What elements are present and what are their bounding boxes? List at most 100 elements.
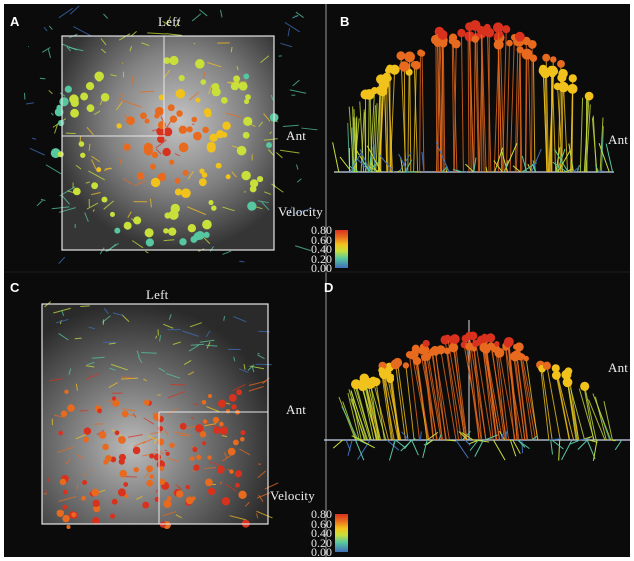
panel-a-streamline <box>85 181 90 184</box>
panel-d-short-vector <box>474 439 490 443</box>
panel-b-short-vector <box>500 149 509 173</box>
panel-b-velocity-head <box>502 25 511 34</box>
panel-a-streamline <box>139 90 155 93</box>
panel-d-short-vector <box>455 439 469 459</box>
panel-b-short-vector <box>557 150 571 173</box>
panel-a-velocity-head <box>174 188 182 196</box>
panel-c-velocity-head <box>71 512 77 518</box>
panel-a-velocity-head <box>236 145 247 156</box>
panel-b-velocity-head <box>389 64 400 75</box>
panel-b-velocity-head <box>376 74 386 85</box>
panel-c-streamline <box>158 367 166 373</box>
panel-a-streamline <box>167 16 172 23</box>
panel-b-velocity-head <box>527 40 537 49</box>
panel-a-streamline <box>73 26 92 37</box>
panel-b-short-vector <box>598 170 603 173</box>
panel-c-velocity-title: Velocity <box>270 488 315 503</box>
panel-c-velocity-head <box>112 399 120 407</box>
panel-b-short-vector <box>398 152 412 173</box>
panel-b-short-vector <box>485 166 488 173</box>
panel-b-vector <box>435 38 442 173</box>
panel-a-streamline <box>203 237 211 245</box>
tick-label: 0.80 <box>311 223 332 237</box>
panel-a-streamline <box>103 13 109 19</box>
panel-c-velocity-head <box>149 453 155 459</box>
panel-d-velocity-head <box>471 346 477 352</box>
panel-c-velocity-head <box>199 431 207 438</box>
panel-b-velocity-head <box>542 53 551 62</box>
panel-c-velocity-head <box>104 454 112 462</box>
panel-d-vector <box>569 387 586 441</box>
panel-b-vector <box>442 43 446 173</box>
panel-c-streamline <box>136 350 140 358</box>
panel-a-streamline <box>86 202 99 210</box>
panel-a-velocity-head <box>168 227 177 236</box>
panel-c-velocity-head <box>66 524 71 529</box>
panel-b-vector <box>451 40 455 173</box>
panel-d-vector <box>369 383 387 441</box>
panel-a-streamline <box>284 22 301 33</box>
panel-a-streamline <box>147 32 167 35</box>
panel-a-velocity-head <box>151 151 159 159</box>
panel-c-streamline <box>247 364 255 371</box>
panel-d-short-vector <box>501 433 504 441</box>
panel-d-short-vector <box>531 435 537 441</box>
panel-b-short-vector <box>568 143 574 173</box>
panel-b-vector <box>453 43 457 173</box>
panel-c-streamline <box>58 333 69 341</box>
panel-b-velocity-head <box>514 31 525 42</box>
panel-a-velocity-head <box>200 79 207 85</box>
panel-b-short-vector <box>332 142 340 173</box>
panel-c-velocity-head <box>62 489 68 495</box>
panel-a-velocity-head <box>58 119 65 127</box>
panel-d-vector <box>583 386 594 441</box>
panel-c-streamline <box>155 335 158 339</box>
panel-a-streamline <box>208 84 213 95</box>
panel-d-short-vector <box>493 439 506 461</box>
panel-b-vector <box>599 117 604 173</box>
panel-b-vector <box>585 104 591 173</box>
panel-d-vector <box>555 368 575 441</box>
panel-d-short-vector <box>386 439 400 451</box>
panel-c-streamline <box>59 320 62 325</box>
panel-b-vector <box>419 52 421 173</box>
panel-b-vector <box>413 65 417 173</box>
panel-a-streamline <box>282 124 299 127</box>
panel-a-velocity-head <box>242 131 250 139</box>
panel-d-velocity-head <box>422 352 432 361</box>
panel-d-short-vector <box>521 439 523 454</box>
panel-c-streamline <box>143 378 148 382</box>
panel-d-short-vector <box>464 439 471 446</box>
panel-c-velocity-head <box>191 496 196 501</box>
panel-c-streamline <box>143 417 154 425</box>
panel-a-velocity-head <box>238 81 248 91</box>
panel-a-velocity-head <box>163 127 173 137</box>
panel-d-velocity-head <box>542 361 552 370</box>
panel-c-streamline <box>121 376 131 379</box>
panel-d-short-vector <box>561 439 573 461</box>
panel-a-velocity-head <box>116 123 122 129</box>
panel-c-streamline <box>164 429 169 436</box>
panel-c-velocity-head <box>117 488 126 497</box>
panel-d-vector <box>397 362 409 441</box>
panel-c-streamline <box>103 307 109 315</box>
panel-c-velocity-head <box>102 443 109 451</box>
panel-a-velocity-head <box>136 172 145 180</box>
panel-a-velocity-head <box>198 178 207 187</box>
panel-d-vector <box>413 354 430 441</box>
panel-d-short-vector <box>611 439 616 442</box>
panel-a-streamline <box>178 17 181 21</box>
panel-b-short-vector <box>594 164 600 173</box>
panel-d-vector <box>447 337 466 441</box>
panel-a-velocity-head <box>169 55 179 66</box>
panel-a-velocity-head <box>72 187 81 196</box>
panel-d-short-vector <box>578 438 590 441</box>
panel-a-streamline <box>110 74 117 77</box>
panel-c-ant-label: Ant <box>286 402 307 417</box>
panel-d-short-vector <box>592 439 598 461</box>
panel-b-velocity-head <box>521 48 533 60</box>
panel-b-short-vector <box>555 147 561 173</box>
panel-a-streamline <box>294 15 298 18</box>
panel-b-short-vector <box>452 169 463 173</box>
panel-a-streamline <box>174 153 181 157</box>
